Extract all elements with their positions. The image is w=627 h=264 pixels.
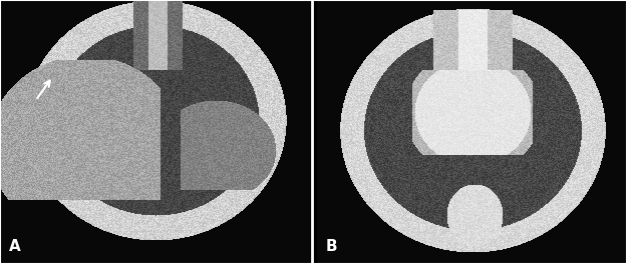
Text: A: A <box>9 239 21 254</box>
Text: B: B <box>326 239 337 254</box>
